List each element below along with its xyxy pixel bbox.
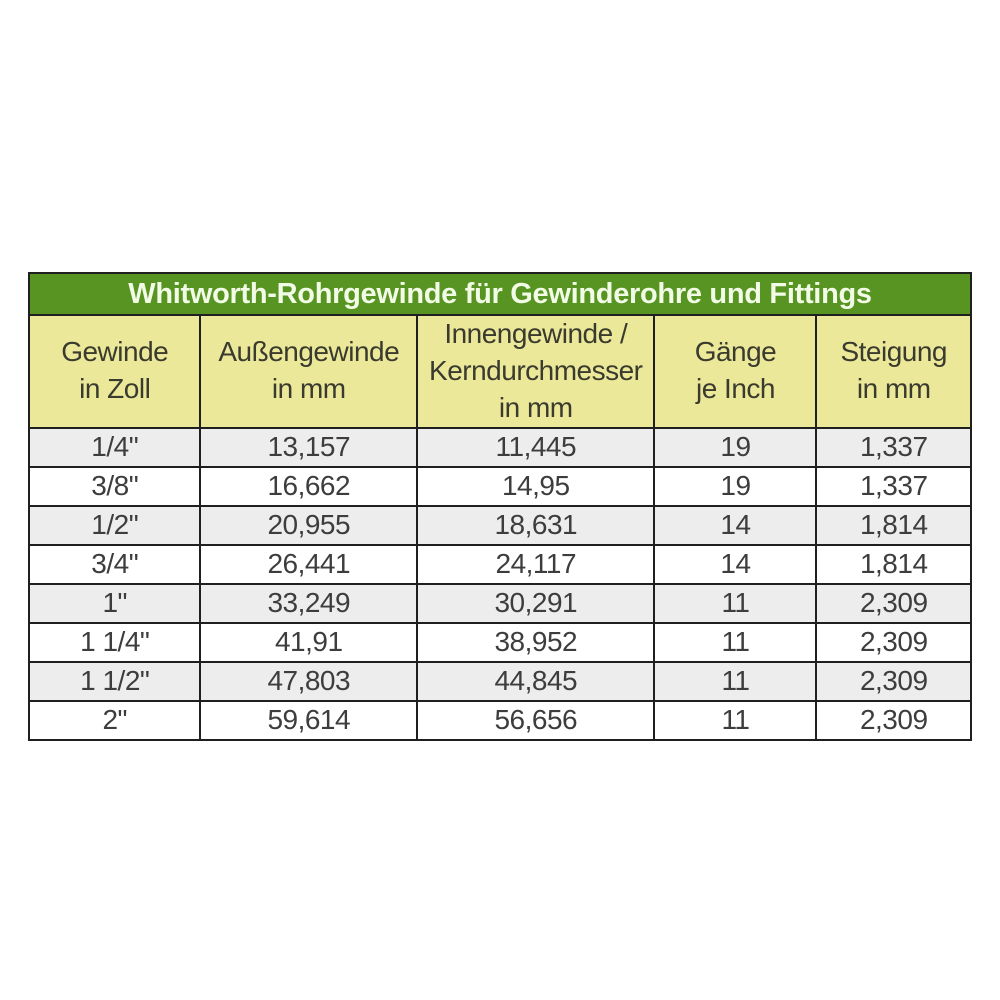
cell-steigung: 2,309 — [815, 621, 972, 663]
table-row: 1 1/2" 47,803 44,845 11 2,309 — [27, 660, 972, 702]
cell-gewinde: 1" — [27, 582, 202, 624]
cell-steigung: 1,337 — [815, 465, 972, 507]
cell-aussengewinde: 26,441 — [199, 543, 419, 585]
cell-innengewinde: 24,117 — [416, 543, 656, 585]
cell-gewinde: 3/4" — [27, 543, 202, 585]
cell-gaenge: 19 — [653, 426, 818, 468]
cell-gewinde: 1/2" — [27, 504, 202, 546]
table-row: 1/2" 20,955 18,631 14 1,814 — [27, 504, 972, 546]
column-header-aussengewinde-in-mm: Außengewinde in mm — [199, 314, 419, 429]
cell-aussengewinde: 59,614 — [199, 699, 419, 741]
cell-gewinde: 3/8" — [27, 465, 202, 507]
cell-aussengewinde: 33,249 — [199, 582, 419, 624]
cell-innengewinde: 14,95 — [416, 465, 656, 507]
cell-gaenge: 11 — [653, 699, 818, 741]
cell-gewinde: 1 1/2" — [27, 660, 202, 702]
cell-aussengewinde: 20,955 — [199, 504, 419, 546]
cell-steigung: 2,309 — [815, 582, 972, 624]
cell-aussengewinde: 13,157 — [199, 426, 419, 468]
table-row: 1 1/4" 41,91 38,952 11 2,309 — [27, 621, 972, 663]
cell-steigung: 1,814 — [815, 504, 972, 546]
column-header-steigung-in-mm: Steigung in mm — [815, 314, 972, 429]
table-row: 1" 33,249 30,291 11 2,309 — [27, 582, 972, 624]
cell-gaenge: 19 — [653, 465, 818, 507]
table-title-row: Whitworth-Rohrgewinde für Gewinderohre u… — [28, 272, 972, 316]
table-row: 3/4" 26,441 24,117 14 1,814 — [27, 543, 972, 585]
cell-gaenge: 11 — [653, 660, 818, 702]
cell-gaenge: 14 — [653, 504, 818, 546]
column-header-gaenge-je-inch: Gänge je Inch — [653, 314, 818, 429]
cell-steigung: 2,309 — [815, 699, 972, 741]
cell-aussengewinde: 16,662 — [199, 465, 419, 507]
cell-gaenge: 11 — [653, 621, 818, 663]
cell-innengewinde: 11,445 — [416, 426, 656, 468]
table-row: 3/8" 16,662 14,95 19 1,337 — [27, 465, 972, 507]
table-row: 2" 59,614 56,656 11 2,309 — [27, 699, 972, 741]
cell-innengewinde: 30,291 — [416, 582, 656, 624]
column-header-innengewinde-kerndurchmesser-in-mm: Innengewinde / Kerndurchmesser in mm — [416, 314, 656, 429]
cell-gaenge: 14 — [653, 543, 818, 585]
table-header-row: Gewinde in Zoll Außengewinde in mm Innen… — [27, 314, 972, 429]
cell-gewinde: 1/4" — [27, 426, 202, 468]
cell-innengewinde: 18,631 — [416, 504, 656, 546]
cell-steigung: 1,814 — [815, 543, 972, 585]
cell-innengewinde: 44,845 — [416, 660, 656, 702]
whitworth-thread-table: Whitworth-Rohrgewinde für Gewinderohre u… — [27, 272, 972, 741]
cell-gewinde: 2" — [27, 699, 202, 741]
cell-gewinde: 1 1/4" — [27, 621, 202, 663]
cell-aussengewinde: 41,91 — [199, 621, 419, 663]
table-title: Whitworth-Rohrgewinde für Gewinderohre u… — [28, 272, 972, 316]
table-row: 1/4" 13,157 11,445 19 1,337 — [27, 426, 972, 468]
cell-steigung: 1,337 — [815, 426, 972, 468]
cell-innengewinde: 38,952 — [416, 621, 656, 663]
cell-aussengewinde: 47,803 — [199, 660, 419, 702]
cell-steigung: 2,309 — [815, 660, 972, 702]
cell-innengewinde: 56,656 — [416, 699, 656, 741]
cell-gaenge: 11 — [653, 582, 818, 624]
column-header-gewinde-in-zoll: Gewinde in Zoll — [27, 314, 202, 429]
